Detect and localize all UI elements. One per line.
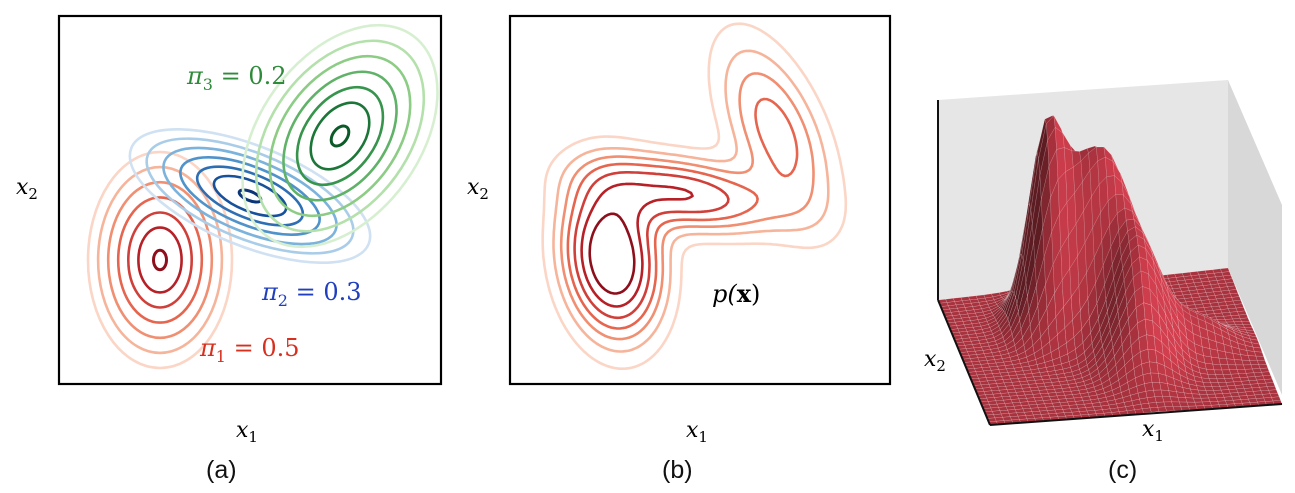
contour-green-3 — [268, 54, 412, 218]
contour-green-1 — [241, 23, 439, 249]
surface-patch — [1254, 351, 1264, 357]
pi1-label: π1 = 0.5 — [199, 334, 300, 366]
panel-a-frame — [57, 14, 443, 386]
contour-blue-2 — [145, 137, 355, 255]
panel-a-contours — [86, 23, 439, 370]
contour-green-7 — [329, 124, 351, 148]
contour-blue-5 — [195, 165, 305, 227]
contour-red-4 — [116, 196, 204, 324]
surface-patch — [1241, 321, 1252, 325]
panel-b-ylabel: x2 — [467, 175, 489, 203]
pi3-label: π3 = 0.2 — [186, 62, 287, 94]
panel-b-contours — [541, 22, 848, 370]
mixture-contour-5 — [573, 171, 730, 320]
mixture-contour-4 — [566, 97, 799, 330]
contour-blue-1 — [128, 128, 372, 264]
contour-green-6 — [309, 101, 371, 171]
panel-c: x1 x2 (c) — [924, 80, 1283, 484]
surface-patch — [1251, 342, 1262, 349]
contour-red-1 — [86, 150, 234, 370]
surface-patch — [1266, 385, 1277, 391]
panel-a-xlabel: x1 — [236, 418, 258, 446]
mixture-contour-2 — [552, 49, 830, 353]
pi2-label: π2 = 0.3 — [261, 278, 362, 310]
surface-patch — [1222, 274, 1233, 280]
contour-red-7 — [152, 248, 168, 272]
surface-patch — [1256, 360, 1267, 365]
contour-red-6 — [137, 226, 183, 294]
panel-c-xlabel: x1 — [1142, 417, 1164, 445]
panel-b-caption: (b) — [662, 456, 693, 484]
surface-patch — [1242, 324, 1253, 328]
panel-b: p(x) x1 x2 (b) — [467, 14, 892, 484]
panel-a-ylabel: x2 — [16, 175, 38, 203]
contour-red-3 — [106, 180, 214, 340]
contour-red-5 — [127, 211, 194, 309]
panel-b-frame — [508, 14, 892, 386]
contour-green-4 — [282, 70, 398, 202]
mixture-contour-6 — [580, 182, 694, 308]
density-label: p(x) — [712, 279, 760, 308]
surface-patch — [1248, 335, 1259, 341]
contour-green-5 — [295, 85, 385, 187]
back-wall-right — [1228, 80, 1282, 395]
surface-patch — [1239, 317, 1250, 322]
front-axis-left — [937, 299, 991, 426]
panel-c-ylabel: x2 — [924, 347, 946, 375]
surface-patch — [1249, 338, 1260, 345]
panel-a: π3 = 0.2 π2 = 0.3 π1 = 0.5 x1 x2 (a) — [16, 14, 443, 484]
contour-blue-4 — [179, 156, 321, 236]
panel-c-caption: (c) — [1108, 456, 1137, 484]
surface-patch — [1245, 329, 1256, 335]
panel-a-caption: (a) — [206, 456, 237, 484]
surface-3d — [937, 115, 1283, 426]
mixture-contour-7 — [588, 212, 636, 295]
surface-patch — [1258, 364, 1269, 369]
front-axis-bottom — [989, 403, 1283, 426]
mixture-contour-1 — [541, 22, 848, 370]
surface-patch — [1268, 389, 1279, 395]
surface-patch — [1225, 282, 1236, 287]
mixture-contour-3 — [559, 72, 815, 341]
contour-blue-3 — [162, 146, 338, 246]
panel-b-xlabel: x1 — [686, 418, 708, 446]
surface-patch — [1255, 355, 1266, 361]
surface-patch — [1244, 327, 1255, 331]
contour-red-2 — [96, 165, 224, 355]
surface-patch — [1224, 278, 1235, 284]
contour-green-2 — [254, 39, 426, 233]
surface-patch — [1259, 367, 1270, 373]
surface-patch — [1252, 346, 1263, 353]
